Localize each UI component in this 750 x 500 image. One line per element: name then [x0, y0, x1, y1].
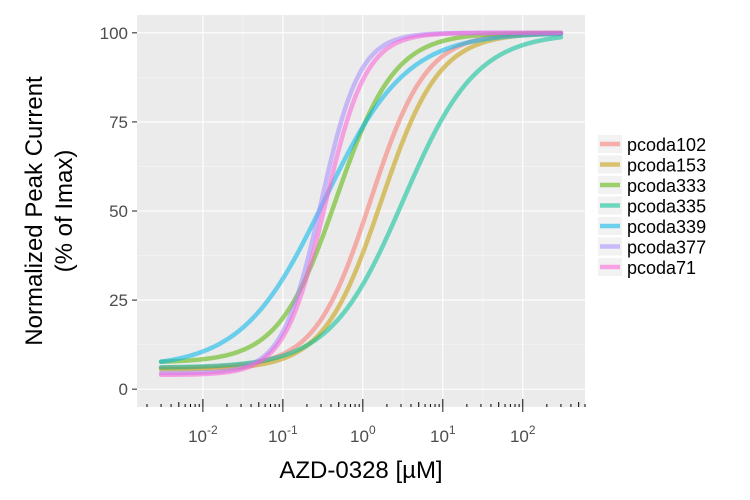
y-axis-title-line2: (% of Imax): [51, 150, 78, 273]
x-tick-label: 101: [430, 423, 456, 446]
series-layer: [158, 30, 564, 378]
y-tick-label: 0: [119, 380, 128, 399]
legend-label-pcoda71: pcoda71: [627, 258, 696, 278]
y-axis-title-line1: Normalized Peak Current: [21, 76, 48, 346]
series-line-pcoda71: [158, 30, 564, 378]
legend-label-pcoda335: pcoda335: [627, 197, 706, 217]
series-line-pcoda335: [158, 34, 564, 370]
legend-label-pcoda153: pcoda153: [627, 156, 706, 176]
y-tick-label: 50: [109, 202, 128, 221]
x-tick-label: 10-1: [268, 423, 298, 446]
y-tick-label: 100: [100, 24, 128, 43]
y-axis: 0 25 50 75 100: [100, 24, 137, 399]
x-tick-label: 10-2: [188, 423, 218, 446]
x-tick-label: 102: [510, 423, 536, 446]
series-line-pcoda339: [158, 31, 564, 364]
x-axis-title: AZD-0328 [µM]: [279, 457, 442, 484]
legend-label-pcoda377: pcoda377: [627, 238, 706, 258]
legend: pcoda102pcoda153pcoda333pcoda335pcoda339…: [598, 135, 706, 278]
legend-label-pcoda102: pcoda102: [627, 135, 706, 155]
legend-label-pcoda339: pcoda339: [627, 217, 706, 237]
y-tick-label: 75: [109, 113, 128, 132]
x-tick-label: 100: [350, 423, 376, 446]
y-axis-title: Normalized Peak Current (% of Imax): [21, 76, 78, 346]
x-axis: 10-2 10-1 100 101 102: [146, 399, 586, 446]
legend-label-pcoda333: pcoda333: [627, 176, 706, 196]
y-tick-label: 25: [109, 291, 128, 310]
